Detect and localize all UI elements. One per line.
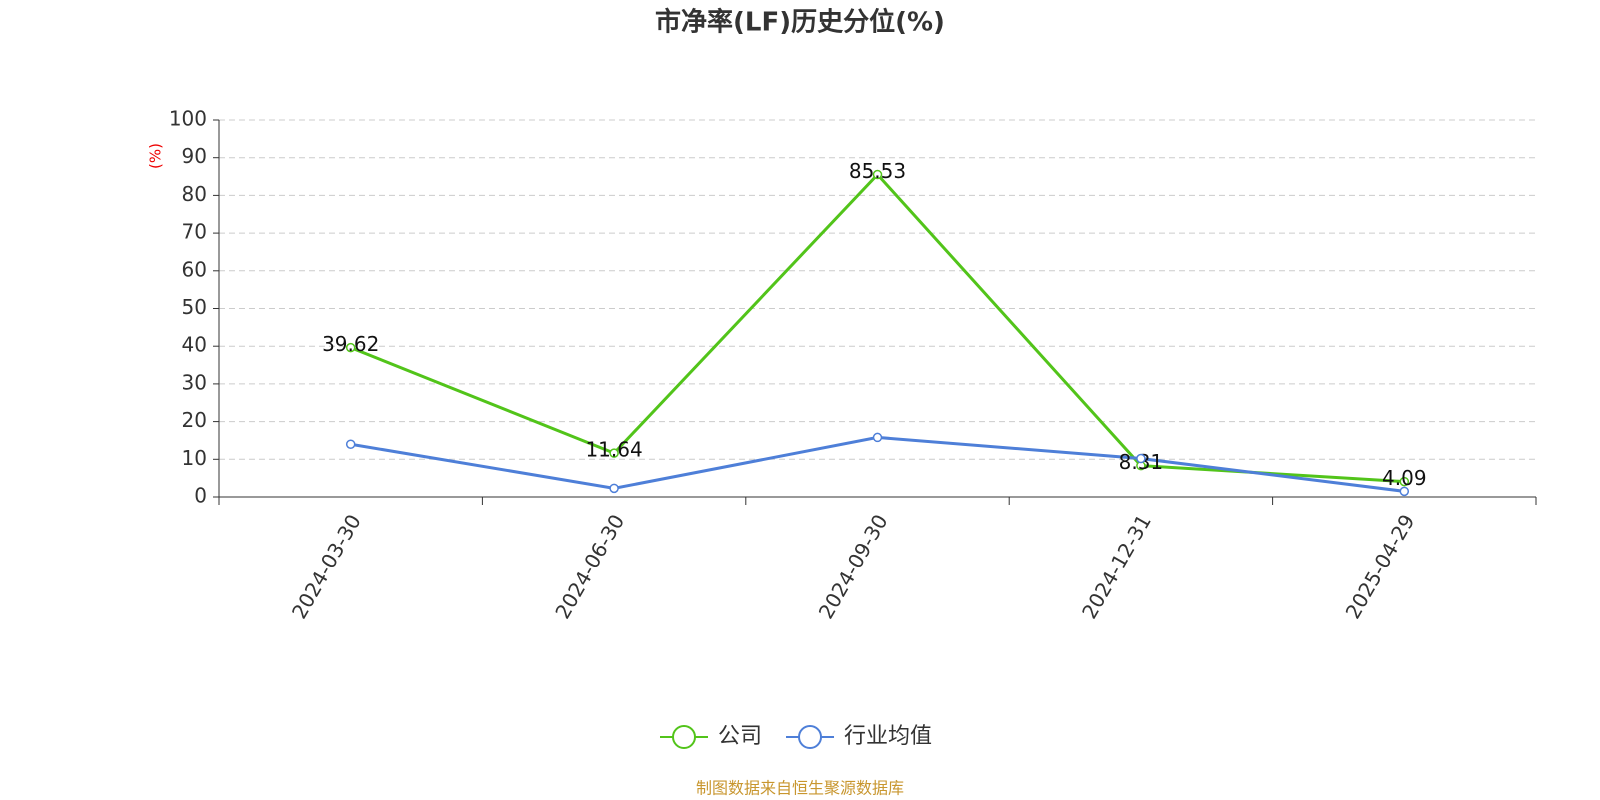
y-tick-label: 10	[182, 446, 207, 470]
y-tick-label: 60	[182, 257, 207, 281]
data-label: 4.09	[1382, 466, 1427, 490]
y-tick-label: 40	[182, 333, 207, 357]
data-point	[1399, 486, 1410, 497]
legend-label: 公司	[718, 724, 762, 749]
data-point	[345, 439, 356, 449]
data-label: 39.62	[322, 332, 379, 356]
y-tick-label: 70	[182, 220, 207, 244]
x-tick-label: 2025-04-29	[1340, 510, 1419, 623]
source-note: 制图数据来自恒生聚源数据库	[696, 779, 904, 798]
y-tick-label: 0	[194, 484, 207, 508]
y-tick-label: 50	[182, 295, 207, 319]
chart-title: 市净率(LF)历史分位(%)	[655, 7, 945, 38]
legend-marker	[798, 725, 823, 749]
x-tick-label: 2024-09-30	[814, 510, 893, 623]
y-tick-label: 20	[182, 408, 207, 432]
data-point	[872, 169, 883, 180]
x-tick-label: 2024-12-31	[1077, 510, 1156, 623]
legend-marker	[672, 725, 696, 749]
series-line	[350, 435, 1405, 493]
data-label: 11.64	[585, 438, 642, 462]
data-point	[609, 448, 619, 458]
legend-label: 行业均值	[844, 724, 932, 749]
data-point	[1399, 476, 1410, 487]
y-tick-label: 100	[169, 107, 207, 131]
x-tick-label: 2024-03-30	[287, 510, 366, 623]
data-point	[345, 342, 356, 353]
data-point	[1136, 453, 1146, 464]
x-tick-label: 2024-06-30	[550, 510, 629, 623]
data-label: 85.53	[849, 159, 906, 183]
y-tick-label: 80	[182, 182, 207, 206]
y-tick-label: 30	[182, 370, 207, 394]
y-tick-label: 90	[182, 144, 207, 168]
data-point	[872, 432, 883, 443]
y-axis-label: (%)	[147, 143, 165, 169]
data-point	[609, 483, 619, 494]
